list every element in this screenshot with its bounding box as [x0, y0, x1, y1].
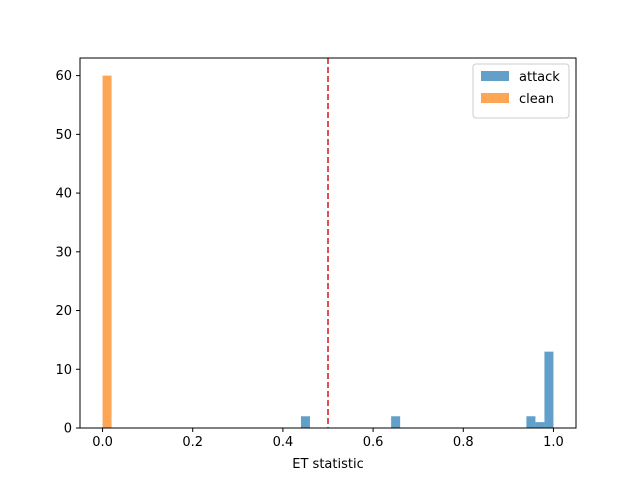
y-tick-label-3: 30	[55, 245, 72, 260]
x-tick-label-3: 0.6	[363, 435, 384, 450]
y-axis: 0 10 20 30 40 50 60	[55, 69, 80, 437]
attack-bar-3	[535, 422, 545, 428]
x-axis: 0.0 0.2 0.4 0.6 0.8 1.0	[92, 428, 564, 450]
x-axis-label: ET statistic	[292, 457, 363, 472]
legend-label-clean: clean	[519, 92, 554, 107]
bars-layer	[102, 75, 554, 428]
legend: attack clean	[472, 63, 570, 119]
attack-bar-2	[526, 416, 536, 428]
x-tick-label-5: 1.0	[543, 435, 564, 450]
attack-bar-0	[300, 416, 310, 428]
y-tick-label-6: 60	[55, 69, 72, 84]
x-tick-label-0: 0.0	[92, 435, 113, 450]
x-tick-label-1: 0.2	[182, 435, 203, 450]
x-tick-label-2: 0.4	[273, 435, 294, 450]
y-tick-label-0: 0	[64, 422, 72, 437]
y-tick-label-5: 50	[55, 128, 72, 143]
y-tick-label-2: 20	[55, 304, 72, 319]
legend-swatch-clean	[481, 93, 509, 103]
y-tick-label-1: 10	[55, 363, 72, 378]
legend-swatch-attack	[481, 71, 509, 81]
legend-label-attack: attack	[519, 70, 560, 85]
attack-bar-1	[391, 416, 401, 428]
plot-frame	[79, 57, 577, 429]
x-tick-label-4: 0.8	[453, 435, 474, 450]
clean-bar-0	[102, 75, 112, 428]
attack-bar-4	[544, 351, 554, 428]
y-tick-label-4: 40	[55, 187, 72, 202]
